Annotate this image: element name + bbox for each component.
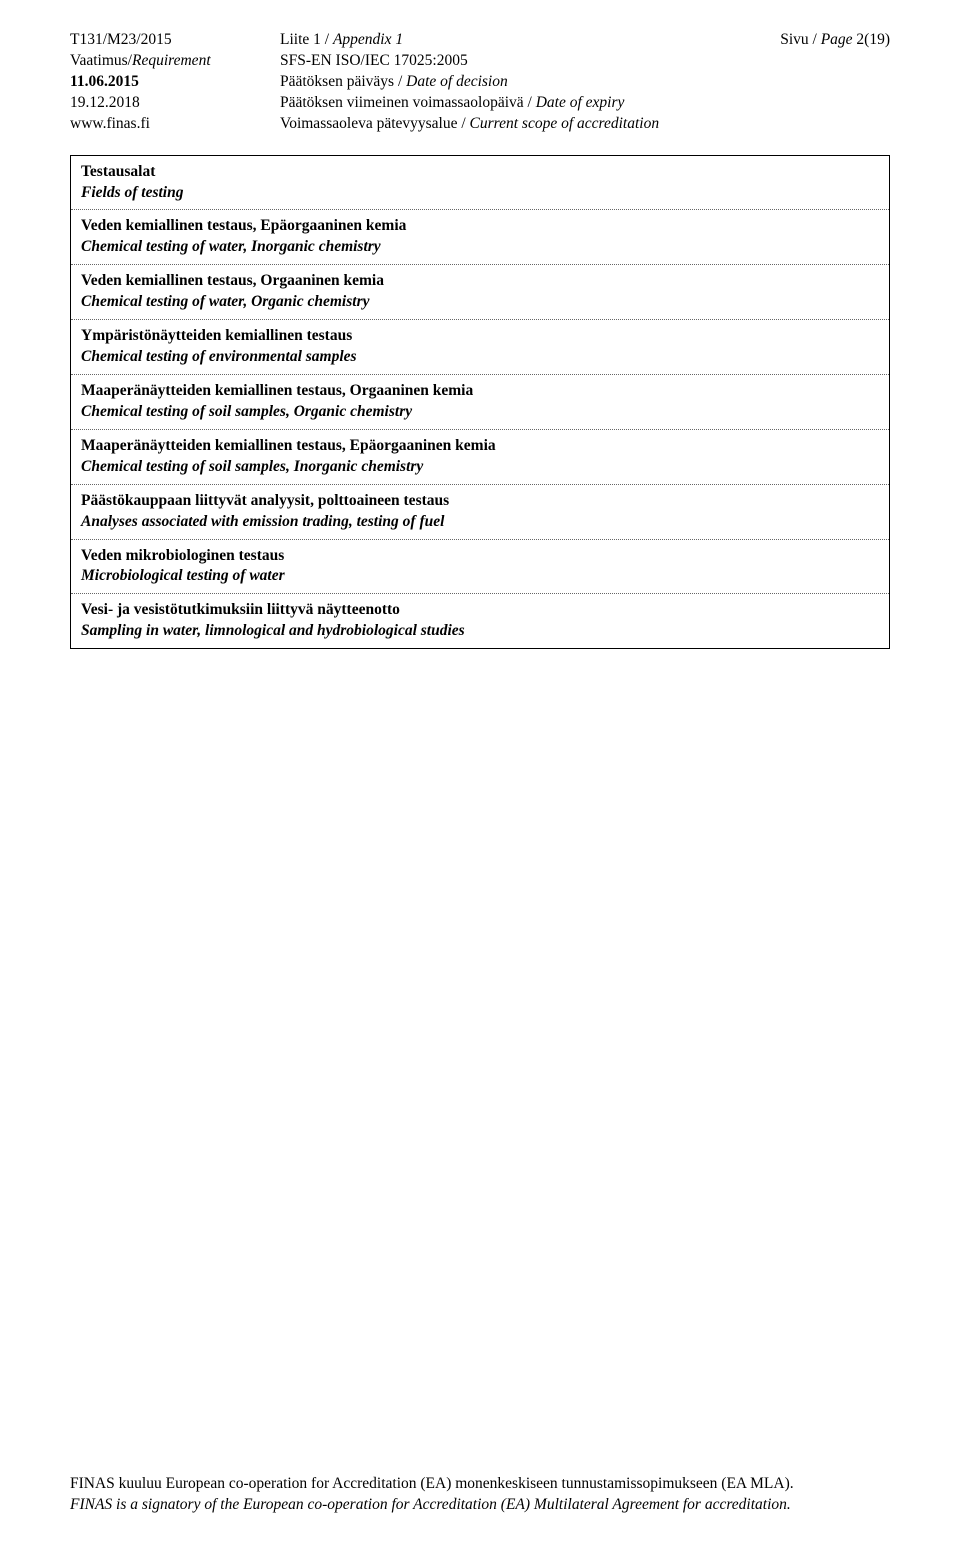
entry-fi: Veden kemiallinen testaus, Epäorgaaninen… (81, 216, 879, 237)
expiry-date: 19.12.2018 (70, 93, 280, 114)
testing-field-entry: Vesi- ja vesistötutkimuksiin liittyvä nä… (71, 593, 889, 648)
entry-fi: Maaperänäytteiden kemiallinen testaus, E… (81, 436, 879, 457)
testing-field-entry: Veden kemiallinen testaus, Orgaaninen ke… (71, 264, 889, 319)
entry-en: Chemical testing of water, Organic chemi… (81, 292, 879, 313)
entry-fi: Päästökauppaan liittyvät analyysit, polt… (81, 491, 879, 512)
testing-field-entry: Päästökauppaan liittyvät analyysit, polt… (71, 484, 889, 539)
entry-fi: Veden kemiallinen testaus, Orgaaninen ke… (81, 271, 879, 292)
header-left-column: T131/M23/2015 Vaatimus/Requirement 11.06… (70, 30, 280, 135)
entry-en: Sampling in water, limnological and hydr… (81, 621, 879, 642)
fields-of-testing-box: Testausalat Fields of testing Veden kemi… (70, 155, 890, 650)
website: www.finas.fi (70, 114, 280, 135)
testing-field-entry: Maaperänäytteiden kemiallinen testaus, O… (71, 374, 889, 429)
appendix-label: Liite 1 / Appendix 1 (280, 30, 780, 51)
header-center-column: Liite 1 / Appendix 1 SFS-EN ISO/IEC 1702… (280, 30, 780, 135)
entry-en: Chemical testing of soil samples, Inorga… (81, 457, 879, 478)
section-title: Testausalat Fields of testing (71, 156, 889, 210)
testing-field-entry: Ympäristönäytteiden kemiallinen testaus … (71, 319, 889, 374)
entry-fi: Maaperänäytteiden kemiallinen testaus, O… (81, 381, 879, 402)
testing-field-entry: Veden mikrobiologinen testaus Microbiolo… (71, 539, 889, 594)
section-title-en: Fields of testing (81, 183, 879, 204)
standard-ref: SFS-EN ISO/IEC 17025:2005 (280, 51, 780, 72)
page-header: T131/M23/2015 Vaatimus/Requirement 11.06… (70, 30, 890, 135)
scope-label: Voimassaoleva pätevyysalue / Current sco… (280, 114, 780, 135)
header-right-column: Sivu / Page 2(19) (780, 30, 890, 135)
testing-field-entry: Veden kemiallinen testaus, Epäorgaaninen… (71, 209, 889, 264)
requirement-label: Vaatimus/Requirement (70, 51, 280, 72)
expiry-date-label: Päätöksen viimeinen voimassaolopäivä / D… (280, 93, 780, 114)
entry-en: Chemical testing of environmental sample… (81, 347, 879, 368)
doc-reference: T131/M23/2015 (70, 30, 280, 51)
entry-fi: Veden mikrobiologinen testaus (81, 546, 879, 567)
entry-fi: Ympäristönäytteiden kemiallinen testaus (81, 326, 879, 347)
testing-field-entry: Maaperänäytteiden kemiallinen testaus, E… (71, 429, 889, 484)
entry-en: Analyses associated with emission tradin… (81, 512, 879, 533)
decision-date: 11.06.2015 (70, 72, 280, 93)
footer-line-en: FINAS is a signatory of the European co-… (70, 1495, 890, 1516)
page-footer: FINAS kuuluu European co-operation for A… (70, 1474, 890, 1516)
footer-line-fi: FINAS kuuluu European co-operation for A… (70, 1474, 890, 1495)
section-title-fi: Testausalat (81, 162, 879, 183)
entry-en: Chemical testing of water, Inorganic che… (81, 237, 879, 258)
entry-en: Chemical testing of soil samples, Organi… (81, 402, 879, 423)
page-number: Sivu / Page 2(19) (780, 30, 890, 51)
entry-fi: Vesi- ja vesistötutkimuksiin liittyvä nä… (81, 600, 879, 621)
decision-date-label: Päätöksen päiväys / Date of decision (280, 72, 780, 93)
entry-en: Microbiological testing of water (81, 566, 879, 587)
